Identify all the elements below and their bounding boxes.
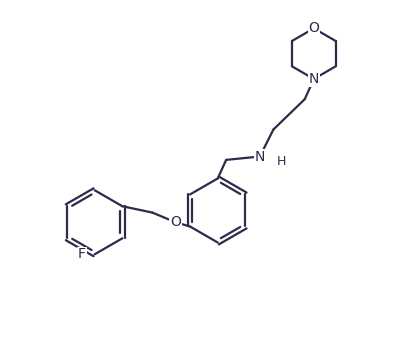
Text: O: O <box>170 215 181 229</box>
Text: N: N <box>255 150 265 164</box>
Text: H: H <box>277 155 286 168</box>
Text: F: F <box>78 247 86 261</box>
Text: N: N <box>308 72 319 86</box>
Text: O: O <box>308 21 319 35</box>
